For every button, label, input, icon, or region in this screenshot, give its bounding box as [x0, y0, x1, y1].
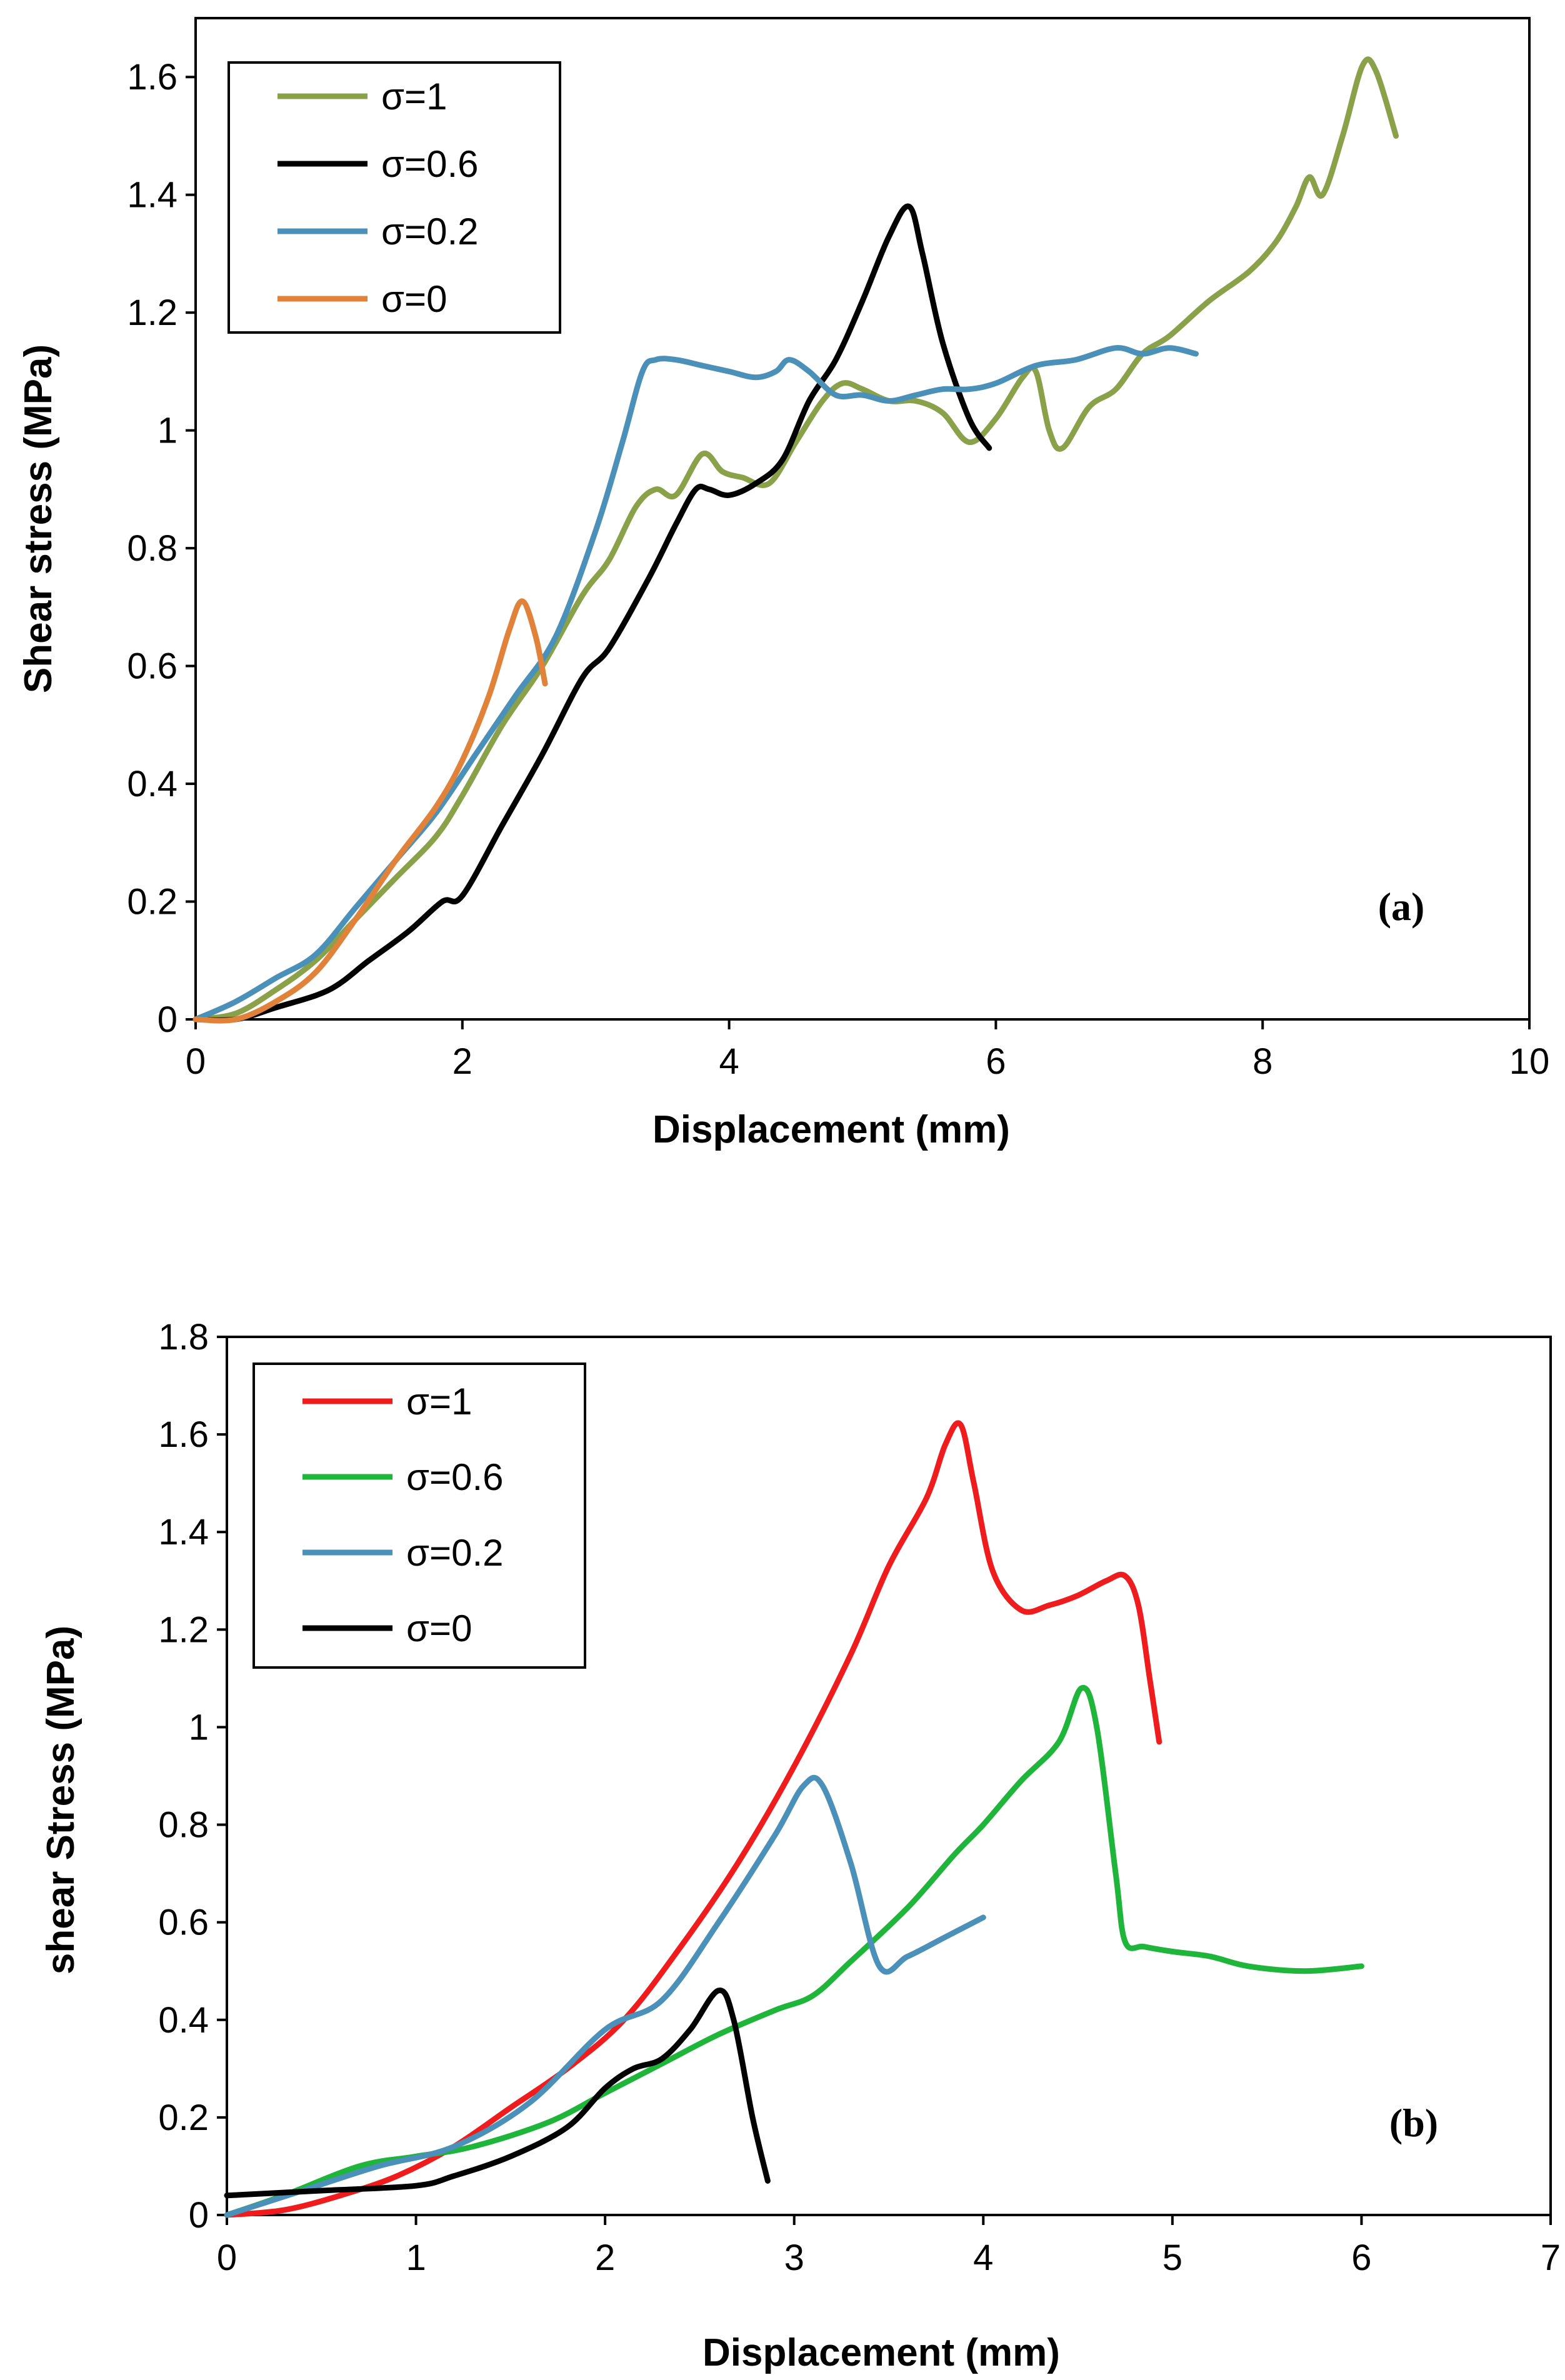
x-tick-label: 7 [1541, 2238, 1561, 2278]
x-tick-label: 4 [973, 2238, 993, 2278]
x-tick-label: 1 [406, 2238, 426, 2278]
y-tick-label: 0.6 [158, 1902, 209, 1943]
y-axis-title-b: shear Stress (MPa) [39, 1626, 82, 1974]
y-tick-label: 0.8 [127, 528, 178, 569]
legend-label-b-1: σ=0.6 [406, 1456, 503, 1498]
y-tick-label: 0.2 [127, 882, 178, 922]
series-lines-b [224, 1420, 1364, 2218]
x-tick-label: 2 [595, 2238, 615, 2278]
y-tick-label: 0.8 [158, 1805, 209, 1846]
legend-label-a-1: σ=0.6 [381, 143, 478, 185]
x-tick-label: 2 [452, 1041, 472, 1082]
y-tick-label: 1.2 [158, 1609, 209, 1650]
y-tick-label: 1.6 [127, 57, 178, 98]
series-lines-a [192, 56, 1399, 1024]
series-line-b-3 [224, 1988, 771, 2199]
y-ticks-b: 0 0.2 0.4 0.6 0.8 1 1.2 1.4 1.6 1.8 [158, 1317, 227, 2236]
series-line-b-1 [224, 1685, 1364, 2218]
y-axis-title-a: Shear stress (MPa) [17, 344, 60, 693]
panel-label-b: (b) [1389, 2101, 1438, 2145]
x-axis-title-a: Displacement (mm) [652, 1108, 1010, 1151]
y-tick-label: 1.4 [127, 175, 178, 216]
series-line-a-3 [192, 598, 548, 1024]
y-tick-label: 1.2 [127, 292, 178, 333]
chart-a: 0 0.2 0.4 0.6 0.8 1 1.2 1.4 1.6 0 2 4 6 8 10 Displace… [17, 17, 1549, 1151]
legend-label-a-0: σ=1 [381, 76, 447, 118]
series-line-b-2 [224, 1774, 986, 2218]
y-ticks-a: 0 0.2 0.4 0.6 0.8 1 1.2 1.4 1.6 [127, 57, 196, 1040]
y-tick-label: 0 [189, 2195, 209, 2236]
y-tick-label: 0 [158, 999, 178, 1040]
legend-box-b [252, 1362, 586, 1669]
y-tick-label: 0.2 [158, 2098, 209, 2138]
y-tick-label: 0.6 [127, 646, 178, 687]
x-tick-label: 10 [1509, 1041, 1550, 1082]
y-tick-label: 1.6 [158, 1414, 209, 1455]
y-tick-label: 1.8 [158, 1317, 209, 1358]
x-ticks-b: 0 1 2 3 4 5 6 7 [217, 2215, 1561, 2278]
chart-b: 0 0.2 0.4 0.6 0.8 1 1.2 1.4 1.6 1.8 0 1 2 3 4 5 6 7 Disp… [39, 1317, 1561, 2374]
x-ticks-a: 0 2 4 6 8 10 [186, 1019, 1549, 1082]
x-tick-label: 6 [986, 1041, 1006, 1082]
x-axis-title-b: Displacement (mm) [702, 2331, 1060, 2374]
y-tick-label: 1 [158, 411, 178, 451]
panel-label-a: (a) [1378, 884, 1425, 929]
legend-b: σ=1 σ=0.6 σ=0.2 σ=0 [252, 1362, 586, 1669]
legend-label-b-3: σ=0 [406, 1608, 472, 1649]
legend-label-b-0: σ=1 [406, 1381, 472, 1422]
legend-box-a [228, 61, 561, 334]
y-tick-label: 1 [189, 1707, 209, 1748]
series-line-a-0 [192, 56, 1399, 1022]
y-tick-label: 0.4 [158, 2000, 209, 2041]
y-tick-label: 1.4 [158, 1512, 209, 1552]
series-line-a-1 [192, 203, 992, 1023]
legend-label-b-2: σ=0.2 [406, 1532, 503, 1574]
x-tick-label: 8 [1252, 1041, 1272, 1082]
x-tick-label: 6 [1351, 2238, 1371, 2278]
legend-label-a-2: σ=0.2 [381, 211, 478, 252]
y-tick-label: 0.4 [127, 764, 178, 804]
x-tick-label: 0 [186, 1041, 206, 1082]
x-tick-label: 5 [1162, 2238, 1182, 2278]
x-tick-label: 3 [784, 2238, 804, 2278]
x-tick-label: 4 [719, 1041, 739, 1082]
legend-label-a-3: σ=0 [381, 278, 447, 320]
x-tick-label: 0 [217, 2238, 237, 2278]
legend-a: σ=1 σ=0.6 σ=0.2 σ=0 [228, 61, 561, 334]
